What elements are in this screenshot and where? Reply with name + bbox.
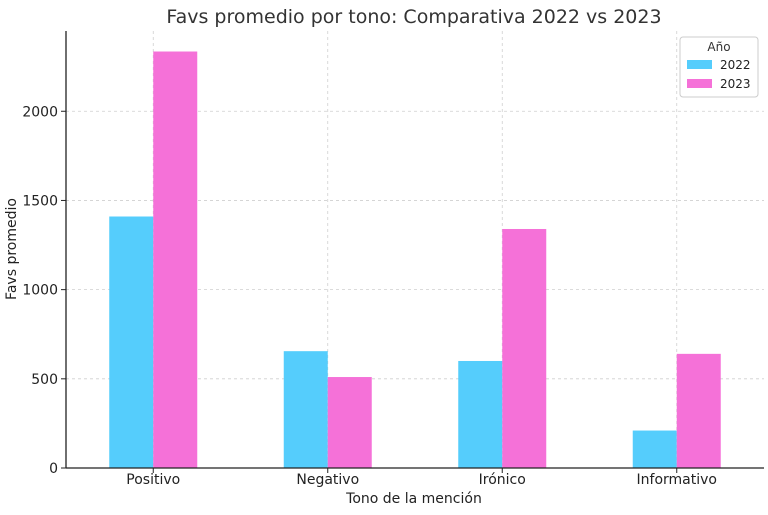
- y-tick-label: 0: [49, 461, 58, 477]
- bar-2023-positivo: [153, 51, 198, 469]
- x-ticks: Positivo Negativo Irónico Informativo: [126, 468, 717, 488]
- x-tick-label: Informativo: [637, 472, 717, 488]
- y-ticks: 0 500 1000 1500 2000: [22, 104, 66, 477]
- legend-label-2023: 2023: [720, 77, 751, 91]
- axes: [65, 31, 764, 469]
- legend-swatch-2022: [687, 60, 712, 69]
- legend-swatch-2023: [687, 79, 712, 88]
- bar-2022-informativo: [632, 430, 677, 468]
- chart-title: Favs promedio por tono: Comparativa 2022…: [166, 6, 661, 28]
- bar-2023-irónico: [502, 228, 547, 468]
- y-tick-label: 2000: [22, 104, 58, 120]
- x-axis-label: Tono de la mención: [345, 491, 482, 507]
- legend-title: Año: [707, 40, 730, 54]
- y-tick-label: 1000: [22, 283, 58, 299]
- legend-label-2022: 2022: [720, 58, 751, 72]
- x-tick-label: Positivo: [126, 472, 180, 488]
- x-tick-label: Negativo: [296, 472, 359, 488]
- bars: [109, 51, 721, 469]
- y-tick-label: 1500: [22, 193, 58, 209]
- bar-2023-negativo: [327, 377, 372, 468]
- y-tick-label: 500: [31, 372, 58, 388]
- bar-2023-informativo: [676, 353, 721, 468]
- bar-2022-irónico: [458, 360, 503, 468]
- y-axis-label: Favs promedio: [4, 198, 20, 300]
- x-tick-label: Irónico: [479, 472, 526, 488]
- bar-2022-positivo: [109, 216, 154, 468]
- bar-2022-negativo: [283, 351, 328, 468]
- legend: Año 2022 2023: [679, 36, 759, 98]
